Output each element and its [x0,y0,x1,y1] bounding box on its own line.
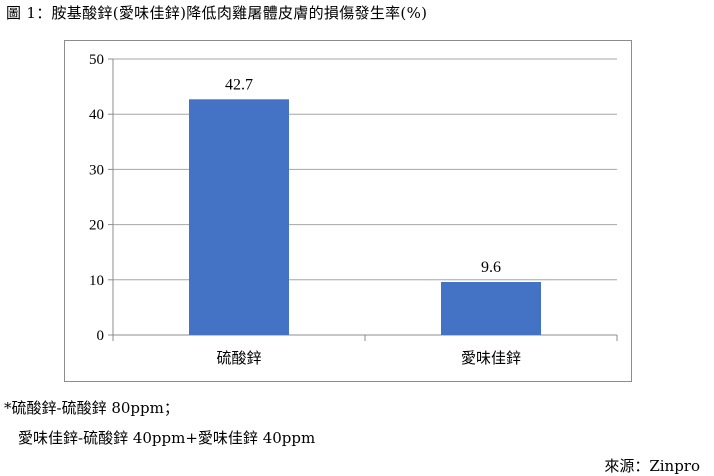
footnote-line-2: 愛味佳鋅-硫酸鋅 40ppm+愛味佳鋅 40ppm [18,429,316,447]
figure-caption: 圖 1：胺基酸鋅(愛味佳鋅)降低肉雞屠體皮膚的損傷發生率(%) [6,4,428,22]
bars [189,99,541,335]
chart-frame: 0 10 20 30 40 50 42.7 硫酸鋅 9.6 愛味佳鋅 [64,40,632,382]
y-tick-label: 20 [89,218,104,234]
category-label: 硫酸鋅 [216,349,261,367]
bar-chart: 0 10 20 30 40 50 42.7 硫酸鋅 9.6 愛味佳鋅 [89,52,618,367]
category-label: 愛味佳鋅 [461,349,521,367]
y-tick-label: 30 [89,162,104,178]
y-tick-label: 40 [89,107,104,123]
bar [441,282,541,335]
bar [189,99,289,335]
gridlines [113,58,617,281]
data-label: 9.6 [481,259,501,276]
y-tick-label: 0 [97,328,105,344]
y-tick-label: 10 [89,273,104,289]
footnote-line-1: *硫酸鋅-硫酸鋅 80ppm； [4,399,179,417]
data-label: 42.7 [225,76,253,93]
labels: 0 10 20 30 40 50 42.7 硫酸鋅 9.6 愛味佳鋅 [89,52,521,367]
source-credit: 來源：Zinpro [604,457,700,475]
y-tick-label: 50 [89,52,104,68]
